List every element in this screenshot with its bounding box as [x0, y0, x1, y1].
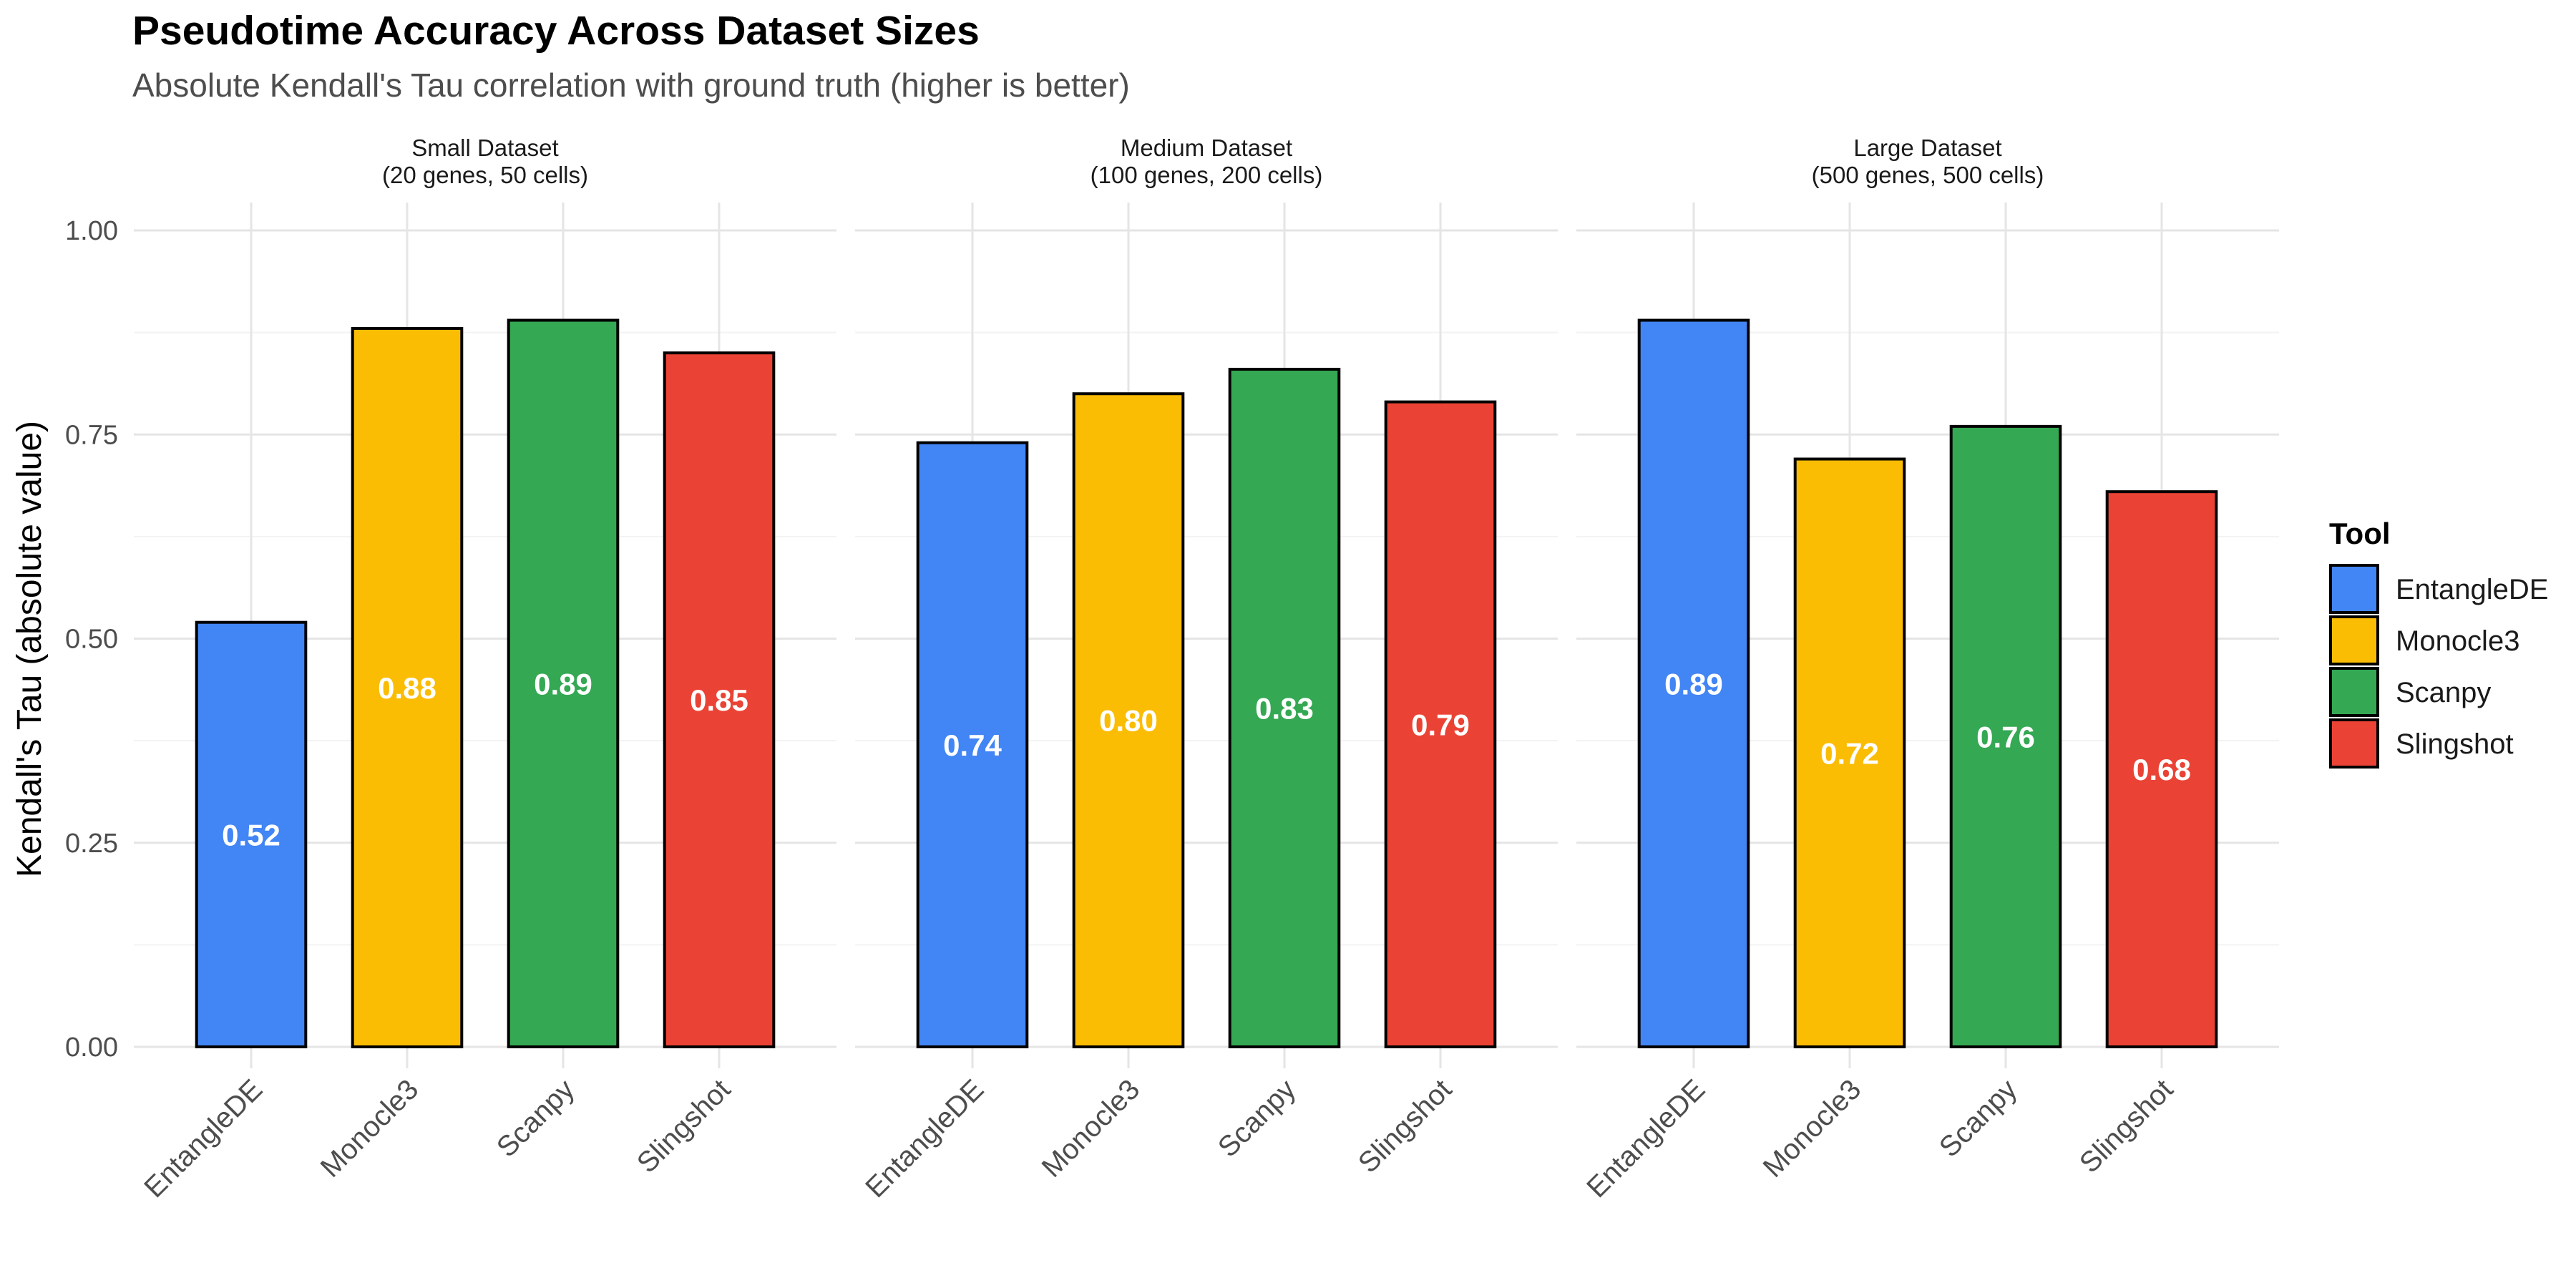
legend-label: Monocle3	[2396, 625, 2519, 657]
bar-value-label: 0.76	[1976, 720, 2035, 753]
facet-strip-title: Large Dataset	[1853, 135, 2001, 161]
bar-value-label: 0.85	[690, 683, 748, 717]
legend-key-slingshot	[2329, 718, 2379, 769]
bar-value-label: 0.52	[222, 818, 280, 852]
bar-entanglede	[1637, 318, 1750, 1048]
x-tick-label: Scanpy	[1212, 1073, 1302, 1163]
bar-value-label: 0.79	[1411, 708, 1470, 741]
bar-monocle3	[1793, 457, 1906, 1048]
facet-panel-1: Small Dataset(20 genes, 50 cells) 0.52 Ent…	[134, 135, 836, 1204]
y-tick-label: 1.00	[65, 216, 118, 246]
facet-panel-2: Medium Dataset(100 genes, 200 cells) 0.74…	[855, 135, 1558, 1204]
x-tick-label: Scanpy	[1933, 1073, 2023, 1163]
y-axis-label: Kendall's Tau (absolute value)	[11, 421, 49, 877]
x-tick-label: Scanpy	[491, 1073, 580, 1163]
x-tick-label: Slingshot	[631, 1073, 736, 1179]
facet-panels: Small Dataset(20 genes, 50 cells) 0.52 Ent…	[134, 135, 2279, 1204]
bar-monocle3	[351, 326, 464, 1048]
legend: Tool EntangleDE Monocle3 Scanpy Slingshot	[2329, 517, 2548, 769]
legend-key-monocle3	[2329, 615, 2379, 665]
y-tick-label: 0.00	[65, 1033, 118, 1063]
bar-value-label: 0.68	[2132, 753, 2191, 786]
bar-value-label: 0.74	[943, 728, 1002, 762]
bar-value-label: 0.80	[1099, 704, 1158, 738]
x-tick-label: Slingshot	[1352, 1073, 1458, 1179]
bar-slingshot	[1384, 400, 1497, 1048]
facet-strip-subtitle: (500 genes, 500 cells)	[1812, 162, 2044, 188]
facet-strip-title: Small Dataset	[411, 135, 558, 161]
bar-scanpy	[1949, 424, 2062, 1048]
x-tick-label: Monocle3	[1757, 1073, 1868, 1184]
y-axis-ticks: 0.00 0.25 0.50 0.75 1.00	[65, 216, 118, 1063]
facet-strip-subtitle: (100 genes, 200 cells)	[1091, 162, 1323, 188]
legend-label: EntangleDE	[2396, 574, 2548, 605]
legend-key-entanglede	[2329, 564, 2379, 614]
bar-entanglede	[916, 441, 1029, 1048]
bar-value-label: 0.89	[534, 667, 592, 701]
chart-title: Pseudotime Accuracy Across Dataset Sizes	[132, 8, 980, 54]
bar-entanglede	[195, 620, 308, 1048]
facet-panel-3: Large Dataset(500 genes, 500 cells) 0.89 E…	[1576, 135, 2279, 1204]
bar-value-label: 0.72	[1820, 736, 1879, 770]
bar-value-label: 0.88	[378, 671, 436, 705]
bar-value-label: 0.83	[1255, 692, 1314, 726]
x-tick-label: EntangleDE	[859, 1073, 990, 1204]
y-tick-label: 0.75	[65, 420, 118, 450]
legend-key-scanpy	[2329, 667, 2379, 717]
bar-slingshot	[2105, 490, 2218, 1048]
bar-scanpy	[1228, 368, 1341, 1048]
legend-label: Scanpy	[2396, 677, 2491, 708]
x-tick-label: Slingshot	[2074, 1073, 2179, 1179]
bar-monocle3	[1072, 392, 1185, 1048]
bar-scanpy	[507, 318, 620, 1048]
legend-title: Tool	[2329, 517, 2391, 550]
bar-value-label: 0.89	[1664, 667, 1723, 701]
y-tick-label: 0.50	[65, 625, 118, 655]
facet-strip-title: Medium Dataset	[1121, 135, 1292, 161]
x-tick-label: EntangleDE	[138, 1073, 268, 1204]
legend-label: Slingshot	[2396, 728, 2514, 760]
bar-slingshot	[663, 351, 776, 1048]
x-tick-label: Monocle3	[315, 1073, 425, 1184]
x-tick-label: Monocle3	[1036, 1073, 1146, 1184]
y-tick-label: 0.25	[65, 829, 118, 859]
x-tick-label: EntangleDE	[1581, 1073, 1711, 1204]
chart-subtitle: Absolute Kendall's Tau correlation with …	[132, 67, 1130, 104]
facet-strip-subtitle: (20 genes, 50 cells)	[382, 162, 588, 188]
